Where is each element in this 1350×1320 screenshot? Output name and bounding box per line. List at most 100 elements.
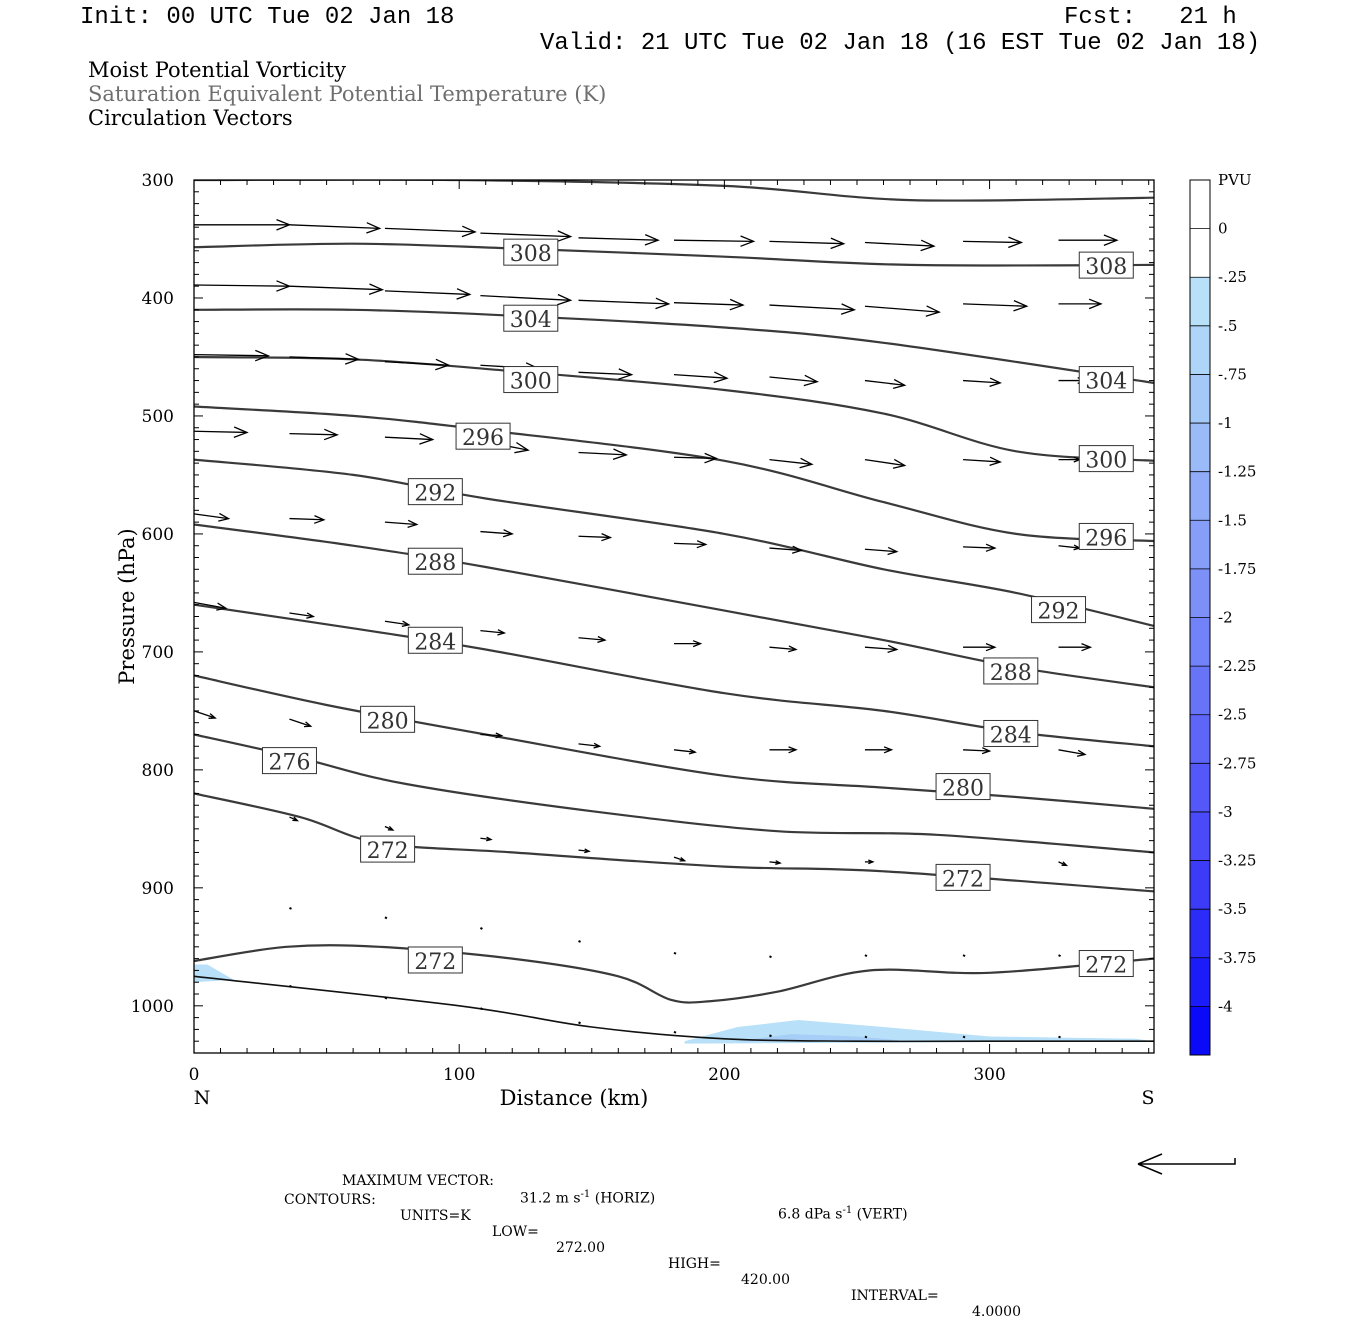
contour-label-11-1: 272 <box>1085 954 1127 979</box>
vector-head-66 <box>788 746 798 754</box>
colorbar-label-5: -1.25 <box>1218 463 1256 481</box>
vector-head-45 <box>696 540 708 549</box>
vector-head-67 <box>883 746 894 754</box>
vector-head-30 <box>233 426 249 439</box>
contour-label-10-1: 272 <box>942 867 984 892</box>
vector-head-42 <box>407 519 419 529</box>
colorbar-swatch-11 <box>1190 714 1210 764</box>
contours-label: CONTOURS: <box>284 1192 376 1208</box>
colorbar-label-11: -2.75 <box>1218 754 1256 772</box>
y-tick-label-2: 500 <box>142 407 174 427</box>
vector-head-15 <box>729 298 745 311</box>
vector-head-4 <box>644 234 660 246</box>
colorbar-label-14: -3.5 <box>1218 900 1247 918</box>
vector-shaft-41 <box>289 517 324 521</box>
contours-high: 420.00 <box>741 1272 790 1288</box>
vector-head-76 <box>868 859 875 865</box>
vector-shaft-56 <box>769 646 797 651</box>
vector-head-75 <box>775 860 782 866</box>
cross-section-chart: 308 308 304 304 300 300 296 296 292 292 288 288 284 2… <box>115 171 1256 1110</box>
vector-shaft-54 <box>578 637 606 641</box>
vector-head-54 <box>597 635 607 644</box>
colorbar-swatch-14 <box>1190 860 1210 910</box>
x-end-label-left: N <box>194 1087 211 1109</box>
vector-shaft-15 <box>673 302 743 306</box>
contour-label-box-9-0 <box>261 747 317 775</box>
x-tick-label-2: 200 <box>708 1065 740 1085</box>
vector-head-37 <box>892 458 907 469</box>
vector-dot-79 <box>384 916 388 920</box>
vector-dot-95 <box>1058 1035 1061 1039</box>
vector-dot-88 <box>384 996 388 1000</box>
contours-low: 272.00 <box>556 1240 605 1256</box>
contour-label-box-5-1 <box>1031 596 1087 624</box>
colorbar-swatch-5 <box>1190 423 1210 472</box>
contour-label-box-8-1 <box>935 773 991 801</box>
contour-label-9-0: 276 <box>268 751 310 776</box>
subtitle-mpv: Moist Potential Vorticity <box>88 58 346 82</box>
vector-shaft-37 <box>864 458 905 467</box>
vector-shaft-2 <box>384 227 476 233</box>
max-vector-label: MAXIMUM VECTOR: <box>342 1173 494 1189</box>
vector-head-51 <box>306 612 316 619</box>
colorbar-label-15: -3.75 <box>1218 949 1256 967</box>
vector-head-28 <box>989 377 1002 388</box>
contour-label-box-1-0 <box>503 238 559 266</box>
contour-label-2-0: 304 <box>510 308 552 333</box>
vector-shaft-25 <box>673 374 728 379</box>
vector-dot-83 <box>769 955 772 959</box>
vector-head-16 <box>840 303 857 315</box>
vector-dot-90 <box>578 1021 581 1025</box>
colorbar-label-8: -2 <box>1218 609 1233 627</box>
contour-line-10 <box>194 792 1154 893</box>
y-tick-label-5: 800 <box>142 761 174 781</box>
vector-shaft-64 <box>578 743 600 747</box>
vector-head-26 <box>803 374 819 387</box>
vector-shaft-13 <box>480 294 571 301</box>
contour-line-8 <box>194 674 1154 810</box>
vector-head-19 <box>1088 298 1103 310</box>
vector-head-7 <box>920 239 936 252</box>
vector-head-35 <box>704 452 719 464</box>
contour-label-7-1: 284 <box>990 723 1032 748</box>
init-time: Init: 00 UTC Tue 02 Jan 18 <box>80 4 455 31</box>
contour-label-box-5-0 <box>407 478 463 506</box>
colorbar-swatch-0 <box>1190 180 1210 229</box>
vector-shaft-40 <box>193 513 229 520</box>
colorbar-swatch-13 <box>1190 811 1210 861</box>
contour-line-5 <box>194 458 1154 627</box>
colorbar-label-16: -4 <box>1218 997 1233 1015</box>
vector-head-46 <box>792 545 804 554</box>
vector-shaft-20 <box>193 353 269 357</box>
colorbar-label-2: -.5 <box>1218 317 1237 335</box>
vector-shaft-16 <box>769 304 855 311</box>
vector-shaft-36 <box>769 458 812 465</box>
vector-head-8 <box>1008 236 1024 249</box>
vector-shaft-49 <box>1058 545 1080 549</box>
vector-head-77 <box>1061 861 1069 867</box>
colorbar-swatch-8 <box>1190 568 1210 618</box>
vector-shaft-50 <box>193 601 226 609</box>
vector-head-48 <box>985 543 997 552</box>
contour-label-box-6-0 <box>407 547 463 575</box>
contour-label-box-11-1 <box>1078 950 1134 978</box>
vector-dot-81 <box>578 940 581 943</box>
contour-label-box-7-0 <box>407 626 463 654</box>
vector-head-32 <box>419 433 435 445</box>
contour-group <box>194 180 1154 1043</box>
contour-label-4-1: 296 <box>1085 526 1127 551</box>
vector-head-14 <box>655 297 671 310</box>
max-vector-vert: 6.8 dPa s-1 (VERT) <box>778 1205 908 1223</box>
vector-shaft-12 <box>384 290 470 296</box>
x-axis-title: Distance (km) <box>500 1086 649 1110</box>
colorbar-swatch-12 <box>1190 763 1210 812</box>
vector-shaft-48 <box>963 546 995 549</box>
vector-head-61 <box>303 721 313 728</box>
vector-dot-93 <box>864 1035 868 1039</box>
colorbar-swatch-6 <box>1190 471 1210 521</box>
vector-shaft-10 <box>193 284 290 287</box>
vector-head-38 <box>989 456 1002 467</box>
contour-label-box-11-0 <box>407 946 463 974</box>
vector-shaft-6 <box>769 240 844 245</box>
contour-label-8-0: 280 <box>367 709 409 734</box>
